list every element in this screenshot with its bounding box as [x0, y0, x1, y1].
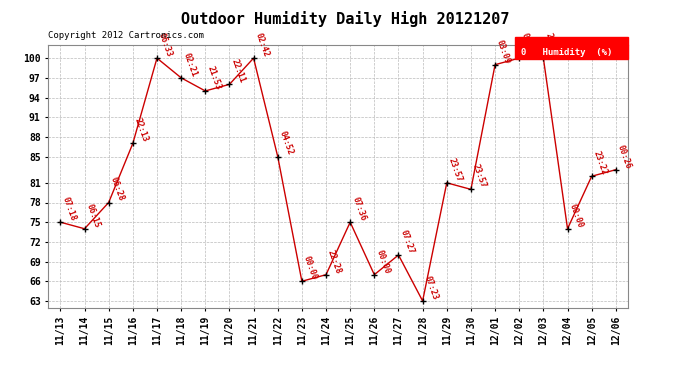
Text: Copyright 2012 Cartronics.com: Copyright 2012 Cartronics.com: [48, 31, 204, 40]
Text: 08:32: 08:32: [519, 32, 536, 58]
Text: 23:22: 23:22: [591, 150, 609, 176]
Text: Outdoor Humidity Daily High 20121207: Outdoor Humidity Daily High 20121207: [181, 11, 509, 27]
Text: 07:36: 07:36: [350, 196, 367, 222]
Text: 07:27: 07:27: [398, 228, 415, 255]
Text: 00:00: 00:00: [302, 255, 319, 281]
Text: 06:15: 06:15: [85, 202, 101, 229]
FancyBboxPatch shape: [515, 37, 628, 60]
Text: 00:00: 00:00: [374, 248, 391, 274]
Text: 22:29: 22:29: [544, 32, 560, 58]
Text: 22:28: 22:28: [326, 248, 343, 274]
Text: 23:57: 23:57: [447, 156, 464, 183]
Text: 07:18: 07:18: [61, 196, 77, 222]
Text: 0   Humidity  (%): 0 Humidity (%): [521, 48, 612, 57]
Text: 04:52: 04:52: [277, 130, 295, 157]
Text: 00:26: 00:26: [615, 143, 633, 170]
Text: 02:42: 02:42: [254, 32, 270, 58]
Text: 21:53: 21:53: [206, 64, 222, 91]
Text: 22:11: 22:11: [229, 58, 246, 84]
Text: 22:13: 22:13: [132, 117, 150, 144]
Text: 00:00: 00:00: [567, 202, 584, 229]
Text: 03:09: 03:09: [495, 38, 512, 65]
Text: 02:21: 02:21: [181, 51, 198, 78]
Text: 23:57: 23:57: [471, 163, 488, 189]
Text: 06:33: 06:33: [157, 32, 174, 58]
Text: 06:28: 06:28: [109, 176, 126, 203]
Text: 07:23: 07:23: [422, 274, 440, 301]
